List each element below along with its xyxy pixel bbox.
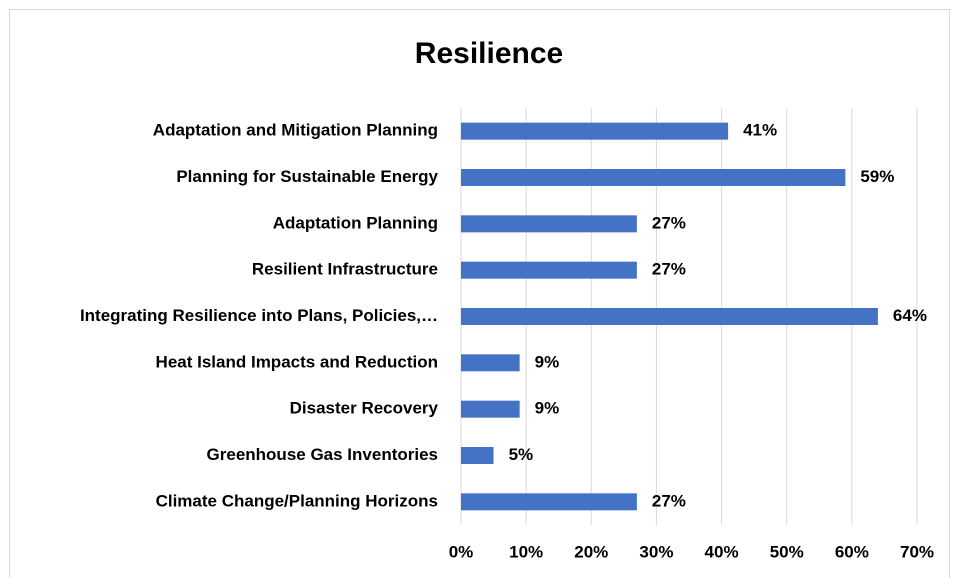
x-tick-label: 30% <box>639 542 673 561</box>
data-label: 9% <box>535 399 560 418</box>
data-label: 64% <box>893 306 927 325</box>
x-tick-label: 0% <box>449 542 474 561</box>
y-tick-label: Disaster Recovery <box>290 399 439 418</box>
bar <box>461 169 846 186</box>
y-tick-label: Climate Change/Planning Horizons <box>156 491 438 510</box>
bar <box>461 447 494 464</box>
y-tick-label: Resilient Infrastructure <box>252 260 438 279</box>
data-label: 27% <box>652 260 686 279</box>
y-tick-label: Adaptation Planning <box>273 213 438 232</box>
x-tick-label: 60% <box>835 542 869 561</box>
y-tick-label: Planning for Sustainable Energy <box>176 167 438 186</box>
bar <box>461 308 878 325</box>
data-label: 41% <box>743 121 777 140</box>
bar <box>461 354 520 372</box>
bar <box>461 215 637 233</box>
y-tick-label: Heat Island Impacts and Reduction <box>156 352 438 371</box>
data-label: 9% <box>535 352 560 371</box>
bar <box>461 400 520 418</box>
bar <box>461 122 729 140</box>
chart-frame <box>9 9 950 578</box>
x-tick-label: 10% <box>509 542 543 561</box>
data-label: 59% <box>860 167 894 186</box>
y-tick-label: Greenhouse Gas Inventories <box>207 445 438 464</box>
x-tick-label: 40% <box>705 542 739 561</box>
data-label: 5% <box>509 445 534 464</box>
data-label: 27% <box>652 213 686 232</box>
x-tick-label: 70% <box>900 542 934 561</box>
y-tick-label: Integrating Resilience into Plans, Polic… <box>80 306 438 325</box>
chart-title: Resilience <box>415 37 563 70</box>
x-tick-label: 20% <box>574 542 608 561</box>
y-tick-label: Adaptation and Mitigation Planning <box>153 121 438 140</box>
data-label: 27% <box>652 491 686 510</box>
bar <box>461 261 637 279</box>
x-tick-label: 50% <box>770 542 804 561</box>
bar <box>461 493 637 511</box>
